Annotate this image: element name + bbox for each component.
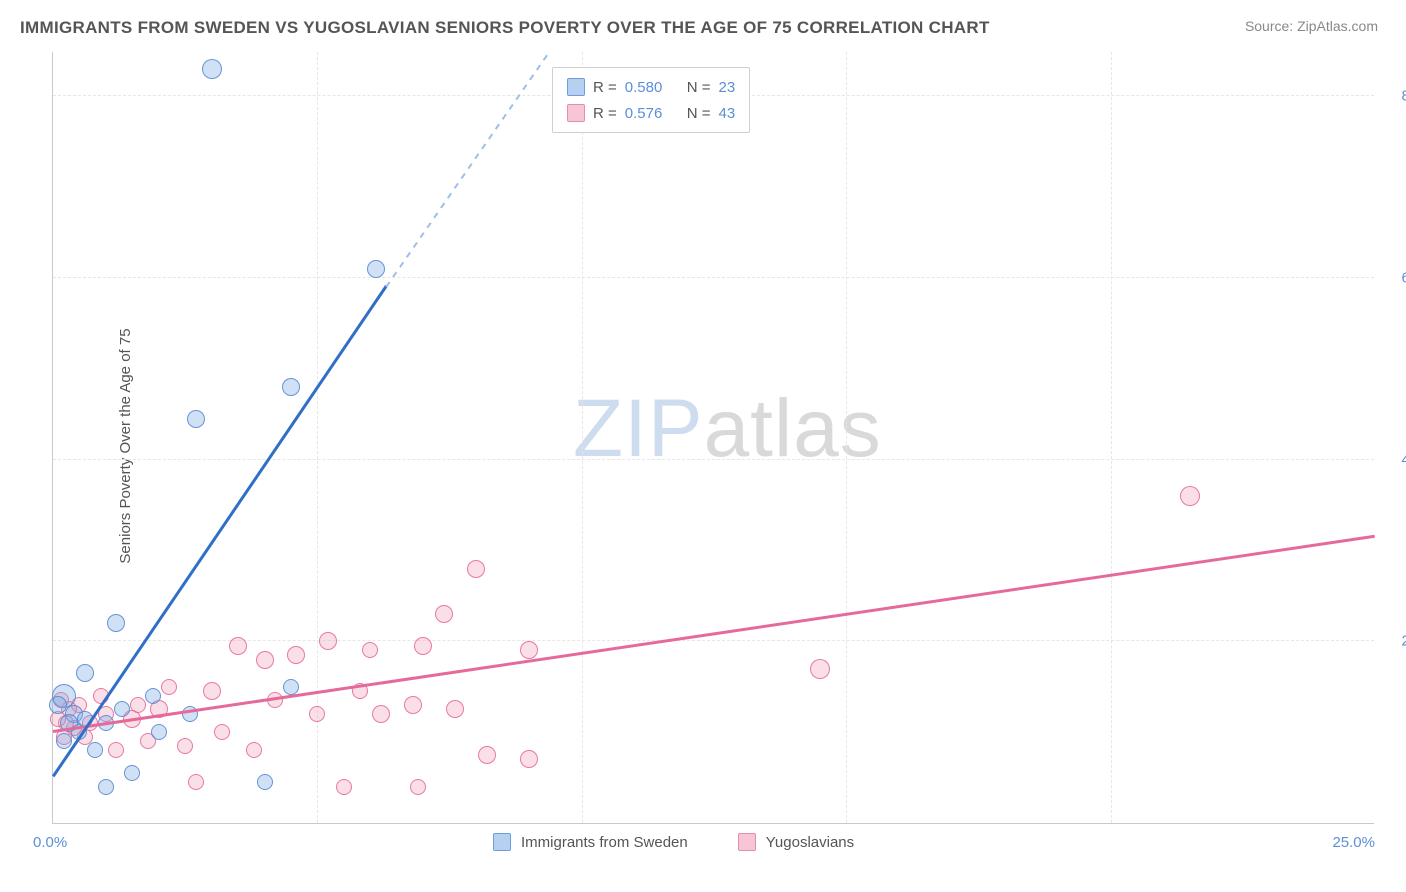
legend-r-label: R = — [593, 105, 617, 122]
data-point-blue — [76, 664, 94, 682]
data-point-blue — [367, 260, 385, 278]
legend-label-blue: Immigrants from Sweden — [521, 834, 688, 851]
legend-r-label: R = — [593, 79, 617, 96]
trend-line-dashed-blue — [386, 50, 551, 287]
stats-legend-row: R = 0.580 N = 23 — [567, 74, 735, 100]
gridline-h — [53, 277, 1374, 278]
legend-n-value: 43 — [719, 105, 736, 122]
data-point-pink — [414, 637, 432, 655]
data-point-blue — [257, 774, 273, 790]
data-point-blue — [124, 765, 140, 781]
data-point-blue — [145, 688, 161, 704]
data-point-pink — [287, 646, 305, 664]
data-point-blue — [151, 724, 167, 740]
legend-n-label: N = — [687, 79, 711, 96]
data-point-pink — [203, 682, 221, 700]
trend-line-blue — [52, 285, 387, 777]
data-point-blue — [187, 410, 205, 428]
data-point-blue — [56, 733, 72, 749]
data-point-pink — [1180, 486, 1200, 506]
data-point-pink — [362, 642, 378, 658]
y-tick-label: 40.0% — [1384, 451, 1406, 468]
data-point-pink — [478, 746, 496, 764]
data-point-blue — [282, 378, 300, 396]
legend-n-label: N = — [687, 105, 711, 122]
data-point-pink — [161, 679, 177, 695]
data-point-pink — [520, 641, 538, 659]
legend-label-pink: Yugoslavians — [766, 834, 854, 851]
data-point-blue — [202, 59, 222, 79]
legend-r-value: 0.580 — [625, 79, 679, 96]
data-point-pink — [108, 742, 124, 758]
gridline-v — [1111, 52, 1112, 823]
legend-r-value: 0.576 — [625, 105, 679, 122]
plot-area: ZIPatlas 20.0%40.0%60.0%80.0%0.0%25.0%R … — [52, 52, 1374, 824]
gridline-v — [846, 52, 847, 823]
y-tick-label: 20.0% — [1384, 633, 1406, 650]
data-point-pink — [256, 651, 274, 669]
data-point-blue — [98, 779, 114, 795]
x-tick-label: 25.0% — [1332, 834, 1375, 851]
chart-container: IMMIGRANTS FROM SWEDEN VS YUGOSLAVIAN SE… — [0, 0, 1406, 892]
data-point-pink — [214, 724, 230, 740]
data-point-blue — [114, 701, 130, 717]
data-point-pink — [810, 659, 830, 679]
data-point-pink — [410, 779, 426, 795]
data-point-pink — [229, 637, 247, 655]
data-point-pink — [435, 605, 453, 623]
watermark-atlas: atlas — [704, 383, 882, 474]
watermark: ZIPatlas — [573, 382, 882, 476]
data-point-pink — [467, 560, 485, 578]
data-point-pink — [372, 705, 390, 723]
data-point-pink — [309, 706, 325, 722]
legend-swatch-blue — [567, 78, 585, 96]
legend-n-value: 23 — [719, 79, 736, 96]
data-point-pink — [520, 750, 538, 768]
y-tick-label: 80.0% — [1384, 88, 1406, 105]
data-point-pink — [130, 697, 146, 713]
data-point-pink — [177, 738, 193, 754]
data-point-pink — [446, 700, 464, 718]
gridline-h — [53, 459, 1374, 460]
x-tick-label: 0.0% — [33, 834, 67, 851]
legend-swatch-pink — [738, 833, 756, 851]
stats-legend: R = 0.580 N = 23 R = 0.576 N = 43 — [552, 67, 750, 133]
gridline-h — [53, 640, 1374, 641]
data-point-blue — [49, 696, 67, 714]
series-legend: Immigrants from Sweden Yugoslavians — [493, 833, 854, 851]
data-point-pink — [246, 742, 262, 758]
legend-swatch-blue — [493, 833, 511, 851]
chart-title: IMMIGRANTS FROM SWEDEN VS YUGOSLAVIAN SE… — [20, 18, 990, 38]
legend-swatch-pink — [567, 104, 585, 122]
data-point-pink — [404, 696, 422, 714]
gridline-v — [582, 52, 583, 823]
data-point-blue — [87, 742, 103, 758]
data-point-pink — [336, 779, 352, 795]
y-tick-label: 60.0% — [1384, 270, 1406, 287]
source-attribution: Source: ZipAtlas.com — [1245, 18, 1378, 34]
data-point-pink — [319, 632, 337, 650]
trend-line-pink — [53, 534, 1375, 732]
data-point-blue — [283, 679, 299, 695]
data-point-blue — [107, 614, 125, 632]
watermark-zip: ZIP — [573, 383, 704, 474]
stats-legend-row: R = 0.576 N = 43 — [567, 100, 735, 126]
data-point-pink — [188, 774, 204, 790]
